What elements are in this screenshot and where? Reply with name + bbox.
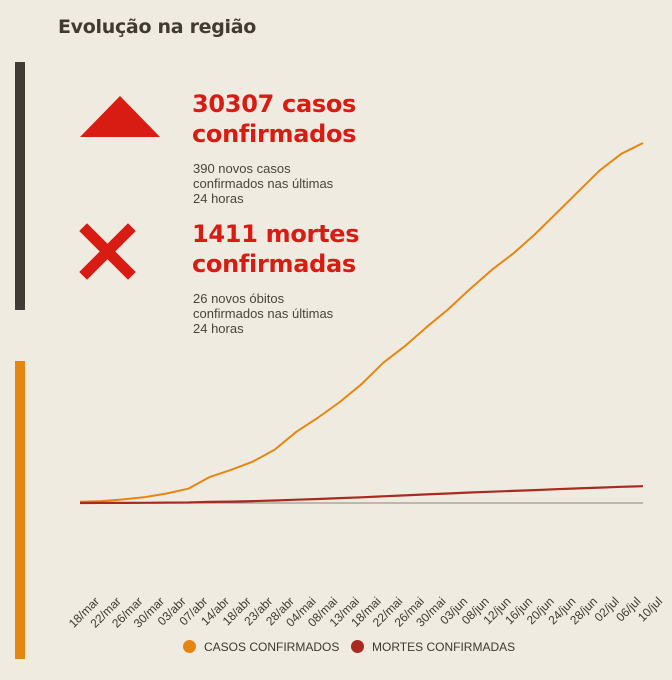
deaths-new-text: 26 novos óbitos confirmados nas últimas …	[193, 291, 393, 336]
cases-new-text: 390 novos casos confirmados nas últimas …	[193, 161, 393, 206]
section-accent-bar-orange	[15, 361, 25, 659]
section-accent-bar-dark	[15, 62, 25, 310]
deaths-label: confirmadas	[192, 250, 356, 278]
cases-new-line: confirmados nas últimas	[193, 176, 334, 191]
legend-item-cases: CASOS CONFIRMADOS	[183, 640, 339, 654]
x-icon	[79, 223, 136, 280]
page-title: Evolução na região	[58, 16, 257, 38]
cases-series-line	[79, 142, 644, 503]
triangle-up-icon	[80, 96, 160, 137]
deaths-new-line: 26 novos óbitos	[193, 291, 285, 306]
cases-count: 30307 casos	[192, 90, 357, 118]
cases-label: confirmados	[192, 120, 357, 148]
deaths-new-line: 24 horas	[193, 321, 244, 336]
legend-cases-label: CASOS CONFIRMADOS	[204, 640, 340, 654]
cases-new-line: 390 novos casos	[193, 161, 291, 176]
legend-deaths-label: MORTES CONFIRMADAS	[372, 640, 516, 654]
deaths-count: 1411 mortes	[192, 220, 360, 248]
legend-deaths-dot	[351, 640, 364, 653]
deaths-series-line	[79, 485, 644, 505]
deaths-new-line: confirmados nas últimas	[193, 306, 334, 321]
cases-new-line: 24 horas	[193, 191, 244, 206]
x-tick-label: 10/jul	[635, 594, 665, 624]
legend-item-deaths: MORTES CONFIRMADAS	[351, 640, 515, 654]
legend-cases-dot	[183, 640, 196, 653]
